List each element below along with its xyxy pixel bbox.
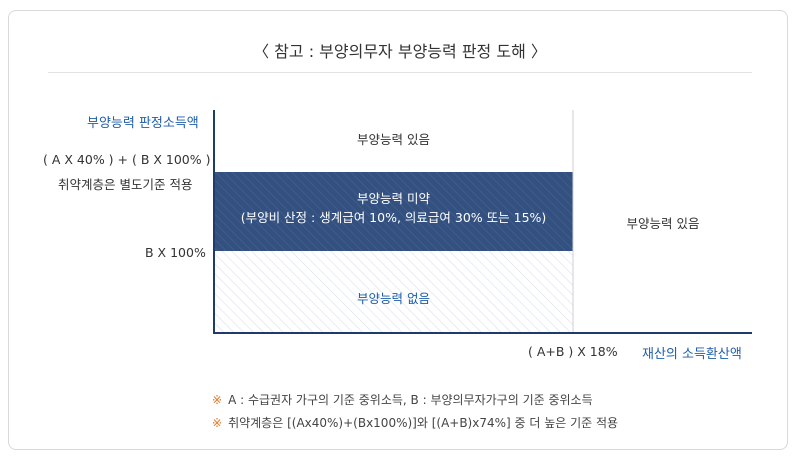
region-label-none: 부양능력 없음 (357, 291, 430, 306)
diagram-title: 〈 참고 : 부양의무자 부양능력 판정 도해 〉 (253, 42, 547, 61)
region-label-weak: 부양능력 미약 (357, 191, 430, 206)
weak-capacity-band (214, 172, 573, 251)
x-axis-title: 재산의 소득환산액 (642, 347, 742, 362)
region-label-capable-right: 부양능력 있음 (626, 216, 700, 231)
note-vulnerable: ※ 취약계층은 [(Ax40%)+(Bx100%)]와 [(A+B)x74%] 중… (212, 414, 618, 431)
no-capacity-region (214, 251, 573, 333)
title-divider (48, 72, 752, 73)
y-tick-upper-note: 취약계층은 별도기준 적용 (58, 177, 193, 192)
note-text: A : 수급권자 가구의 기준 중위소득, B : 부양의무자가구의 기준 중위… (228, 393, 593, 407)
y-tick-lower: B X 100% (145, 245, 206, 260)
region-label-weak-detail: (부양비 산정 : 생계급여 10%, 의료급여 30% 또는 15%) (240, 210, 547, 225)
region-label-capable-upper: 부양능력 있음 (357, 132, 430, 147)
y-axis-title: 부양능력 판정소득액 (87, 116, 199, 131)
y-tick-upper: ( A X 40% ) + ( B X 100% ) (43, 152, 211, 167)
note-mark: ※ (212, 416, 223, 430)
note-mark: ※ (212, 393, 223, 407)
x-tick-threshold: ( A+B ) X 18% (528, 344, 618, 359)
note-text: 취약계층은 [(Ax40%)+(Bx100%)]와 [(A+B)x74%] 중 … (228, 416, 619, 430)
note-definition: ※ A : 수급권자 가구의 기준 중위소득, B : 부양의무자가구의 기준 중… (212, 391, 593, 408)
